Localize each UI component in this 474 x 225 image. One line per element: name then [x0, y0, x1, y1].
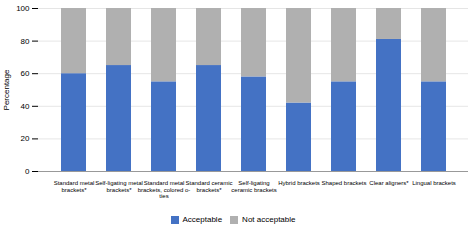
- svg-text:0: 0: [25, 167, 30, 176]
- svg-text:Self-ligatingceramic brackets: Self-ligatingceramic brackets: [231, 180, 276, 193]
- svg-text:Standard ceramicbrackets*: Standard ceramicbrackets*: [185, 180, 232, 193]
- svg-text:Shaped brackets: Shaped brackets: [321, 180, 366, 186]
- html-text:Not acceptable: Not acceptable: [242, 215, 296, 224]
- svg-text:80: 80: [21, 37, 30, 46]
- svg-text:Clear aligners*: Clear aligners*: [369, 180, 409, 186]
- svg-text:Lingual brackets: Lingual brackets: [412, 180, 456, 186]
- svg-text:20: 20: [21, 134, 30, 143]
- svg-text:60: 60: [21, 69, 30, 78]
- svg-text:Hybrid brackets: Hybrid brackets: [278, 180, 320, 186]
- svg-text:Standard metalbrackets*: Standard metalbrackets*: [54, 180, 95, 193]
- svg-text:Standard metalbrackets, colore: Standard metalbrackets, colored o-ties: [138, 180, 191, 199]
- svg-text:100: 100: [16, 4, 30, 13]
- html-text:Acceptable: Acceptable: [182, 215, 223, 224]
- svg-text:Percentage: Percentage: [2, 69, 11, 110]
- svg-text:Self-ligating metalbrackets*: Self-ligating metalbrackets*: [95, 180, 143, 193]
- svg-text:40: 40: [21, 102, 30, 111]
